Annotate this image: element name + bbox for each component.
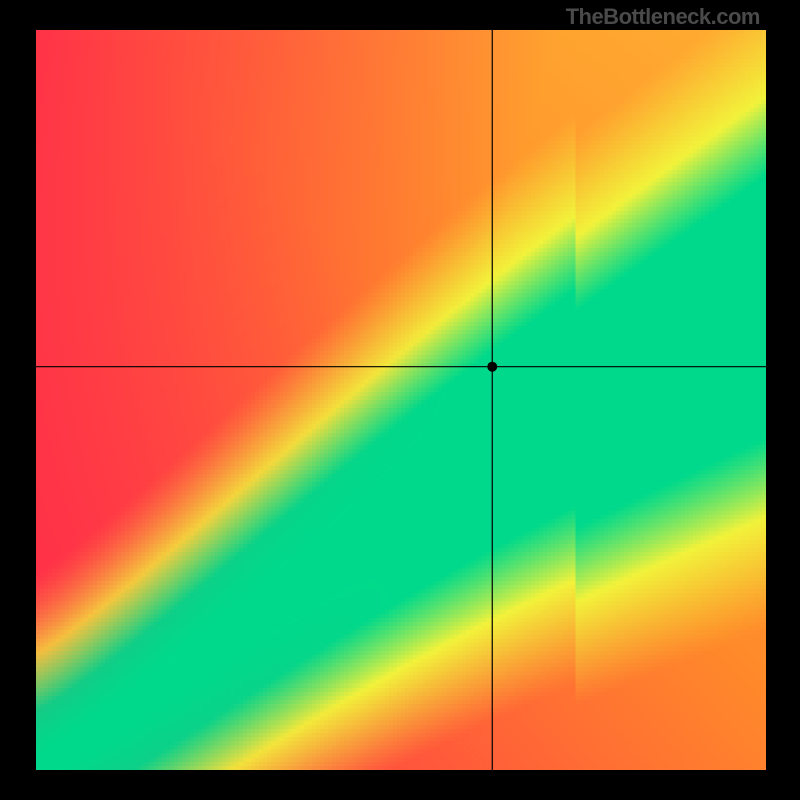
watermark-text: TheBottleneck.com (566, 4, 760, 30)
bottleneck-heatmap (36, 30, 766, 770)
